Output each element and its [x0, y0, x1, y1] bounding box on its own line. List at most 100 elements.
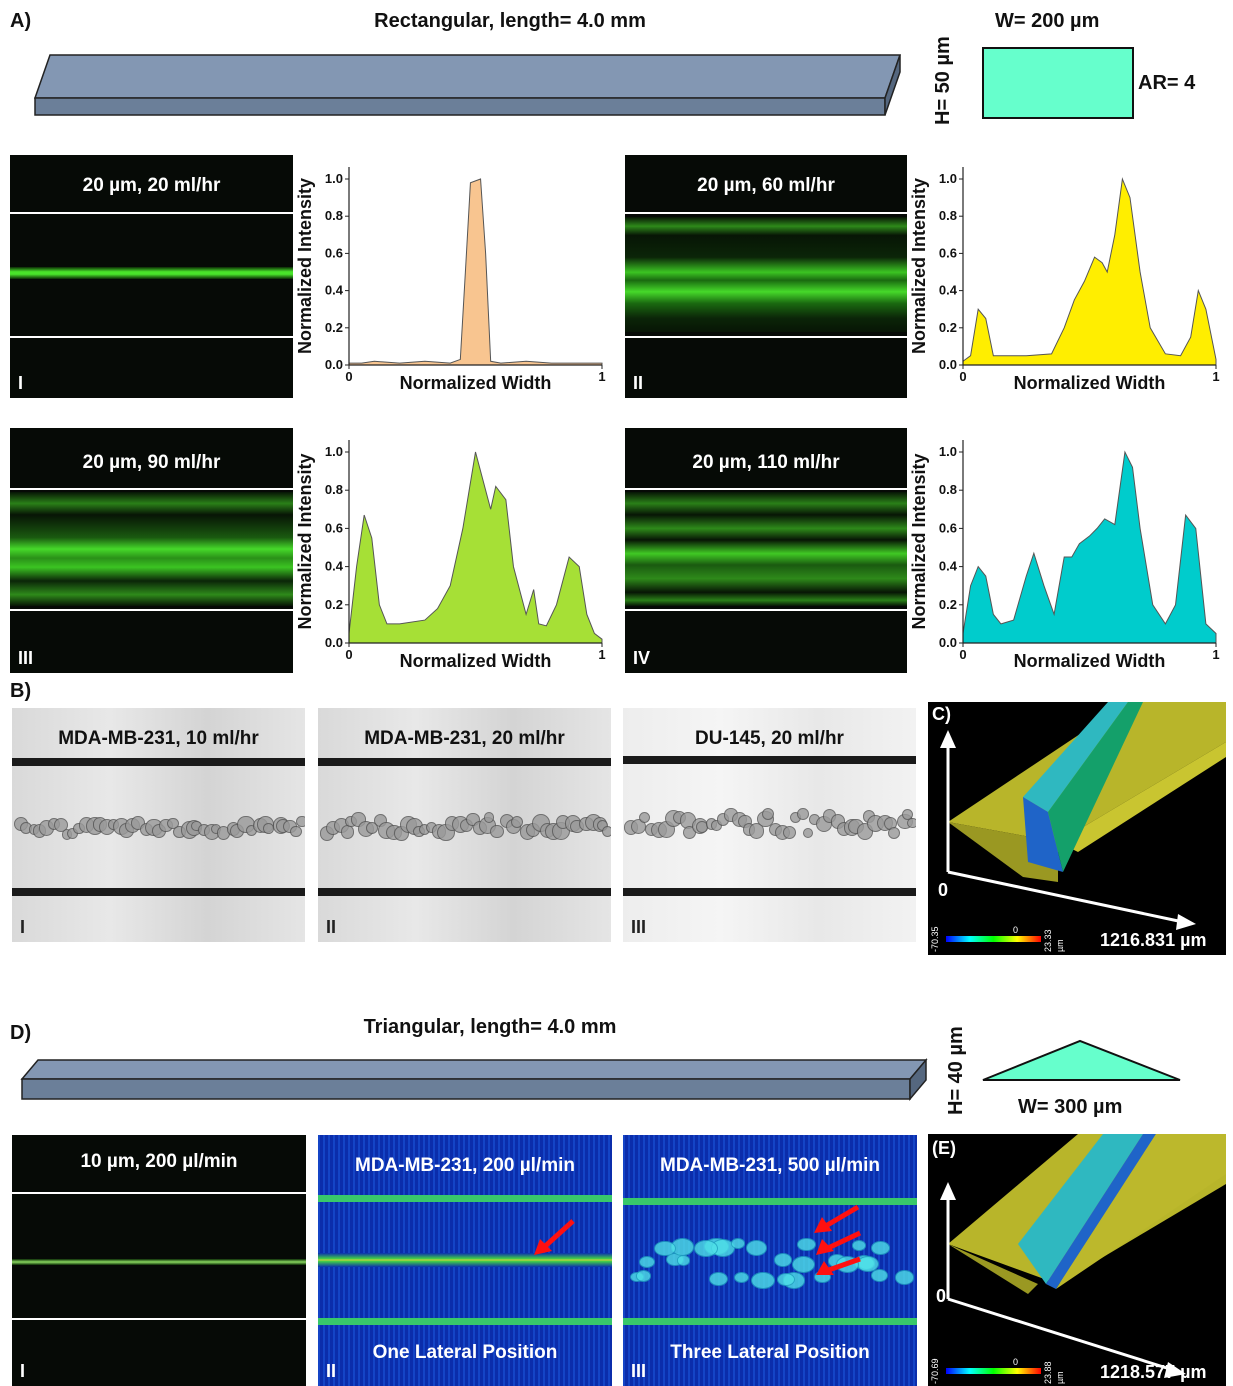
x-tick-label: 0 [345, 647, 352, 662]
channel-wall [12, 1318, 306, 1320]
y-tick-label: 1.0 [325, 171, 343, 186]
triangular-panel-title: MDA-MB-231, 500 µl/min [660, 1155, 880, 1176]
colorbar-min: -70.69 [930, 1358, 940, 1384]
fluor-streak [12, 1259, 306, 1265]
fluor-panel-2: 20 µm, 60 ml/hr II [625, 155, 907, 398]
height-colorbar [946, 1368, 1041, 1374]
panel-roman: III [631, 1361, 647, 1381]
cell [745, 1240, 768, 1257]
y-tick-label: 0.0 [939, 357, 957, 372]
cell [596, 819, 609, 832]
panel-roman: IV [633, 648, 651, 668]
channel-wall [318, 758, 611, 766]
profile-3d-panel-e: (E) 0 1218.577 µm -70.69 0 23.88 µm [928, 1134, 1226, 1386]
cell [797, 808, 809, 820]
y-axis-label: Normalized Intensity [295, 453, 315, 629]
section-a-title: Rectangular, length= 4.0 mm [374, 10, 646, 32]
triangular-panel-title: MDA-MB-231, 200 µl/min [355, 1155, 575, 1176]
intensity-chart-2: 0.0 0.2 0.4 0.6 0.8 1.0 0 1 Normalized Width Norm… [909, 167, 1220, 393]
y-tick-label: 0.8 [325, 482, 343, 497]
cell-stream [623, 1235, 917, 1290]
channel-wall [623, 1318, 917, 1325]
intensity-area-series [348, 178, 603, 366]
profile-3d-panel-c: C) 0 1216.831 µm -70.35 0 23.33 µm [928, 702, 1226, 955]
colorbar-max: 23.88 [1043, 1361, 1053, 1384]
channel-wall [625, 336, 907, 338]
y-tick-label: 0.2 [325, 597, 343, 612]
colorbar-unit: µm [1055, 1371, 1065, 1384]
channel-wall [625, 212, 907, 214]
rect-channel-diagram [33, 54, 902, 116]
intensity-chart-4: 0.0 0.2 0.4 0.6 0.8 1.0 0 1 Normalized Width Norm… [909, 440, 1220, 671]
intensity-chart-1: 0.0 0.2 0.4 0.6 0.8 1.0 0 1 Normalized Width Norm… [295, 167, 606, 393]
panel-roman: III [631, 917, 647, 937]
cell [635, 1270, 652, 1283]
y-tick-label: 0.8 [939, 208, 957, 223]
y-tick-label: 0.8 [939, 482, 957, 497]
y-tick-label: 0.8 [325, 208, 343, 223]
channel-wall [625, 609, 907, 611]
fluor-streak [10, 267, 293, 279]
cell [751, 1271, 775, 1290]
triangular-panel-2: MDA-MB-231, 200 µl/min One Lateral Posit… [318, 1135, 612, 1386]
cell [773, 1253, 792, 1267]
fluor-streak [625, 492, 907, 606]
triangular-panel-title: 10 µm, 200 µl/min [80, 1151, 238, 1172]
section-d-title: Triangular, length= 4.0 mm [363, 1016, 617, 1038]
fluor-panel-4: 20 µm, 110 ml/hr IV [625, 428, 907, 673]
axis-origin-label: 0 [936, 1286, 947, 1306]
colorbar-unit: µm [1055, 939, 1065, 952]
x-tick-label: 1 [1212, 647, 1219, 662]
fluor-panel-title: 20 µm, 110 ml/hr [692, 452, 840, 473]
y-tick-label: 1.0 [939, 444, 957, 459]
x-tick-label: 0 [345, 369, 352, 384]
fluor-panel-title: 20 µm, 20 ml/hr [82, 175, 221, 196]
cell-stream [12, 816, 305, 840]
cell [53, 817, 69, 833]
axis-origin-label: 0 [938, 880, 949, 900]
cell [676, 1255, 691, 1266]
lateral-position-caption: One Lateral Position [372, 1342, 558, 1363]
cell [483, 812, 495, 823]
triangular-panel-3: MDA-MB-231, 500 µl/min Three Lateral Pos… [623, 1135, 917, 1386]
cell-stream [623, 808, 916, 840]
cell [791, 1255, 815, 1273]
channel-wall [623, 1198, 917, 1205]
brightfield-title: DU-145, 20 ml/hr [695, 728, 844, 749]
brightfield-panel-3: DU-145, 20 ml/hr III [623, 708, 916, 942]
rect-width-label: W= 200 µm [995, 10, 1100, 32]
triangle-width-label: W= 300 µm [1018, 1096, 1123, 1118]
cell [490, 824, 505, 839]
section-d-label: D) [10, 1022, 32, 1044]
rect-height-label: H= 50 µm [932, 36, 954, 125]
colorbar-mid: 0 [1013, 925, 1019, 935]
fluor-panel-title: 20 µm, 90 ml/hr [82, 452, 221, 473]
colorbar-max: 23.33 [1043, 929, 1053, 952]
cell [341, 825, 355, 839]
brightfield-title: MDA-MB-231, 20 ml/hr [364, 728, 565, 749]
cell [654, 1240, 676, 1257]
y-tick-label: 0.6 [939, 520, 957, 535]
triangular-channel-diagram [20, 1057, 928, 1102]
cell [776, 1272, 795, 1286]
cell [638, 812, 650, 824]
cell [870, 1240, 890, 1255]
cell-stream [318, 812, 611, 842]
panel-roman: I [20, 917, 26, 937]
brightfield-title: MDA-MB-231, 10 ml/hr [58, 728, 259, 749]
panel-roman: II [633, 373, 644, 393]
colorbar-mid: 0 [1013, 1357, 1019, 1367]
y-tick-label: 0.6 [939, 245, 957, 260]
channel-wall [12, 1192, 306, 1194]
brightfield-panel-2: MDA-MB-231, 20 ml/hr II [318, 708, 611, 942]
cell [262, 823, 274, 834]
red-arrow-icon [534, 1219, 575, 1255]
cell [894, 1270, 914, 1285]
channel-wall [318, 1318, 612, 1325]
channel-wall [625, 488, 907, 490]
triangle-height-label: H= 40 µm [945, 1026, 967, 1115]
section-b-label: B) [10, 680, 32, 702]
cell-stream [318, 1253, 612, 1267]
y-tick-label: 0.0 [325, 357, 343, 372]
brightfield-panel-1: MDA-MB-231, 10 ml/hr I [12, 708, 305, 942]
